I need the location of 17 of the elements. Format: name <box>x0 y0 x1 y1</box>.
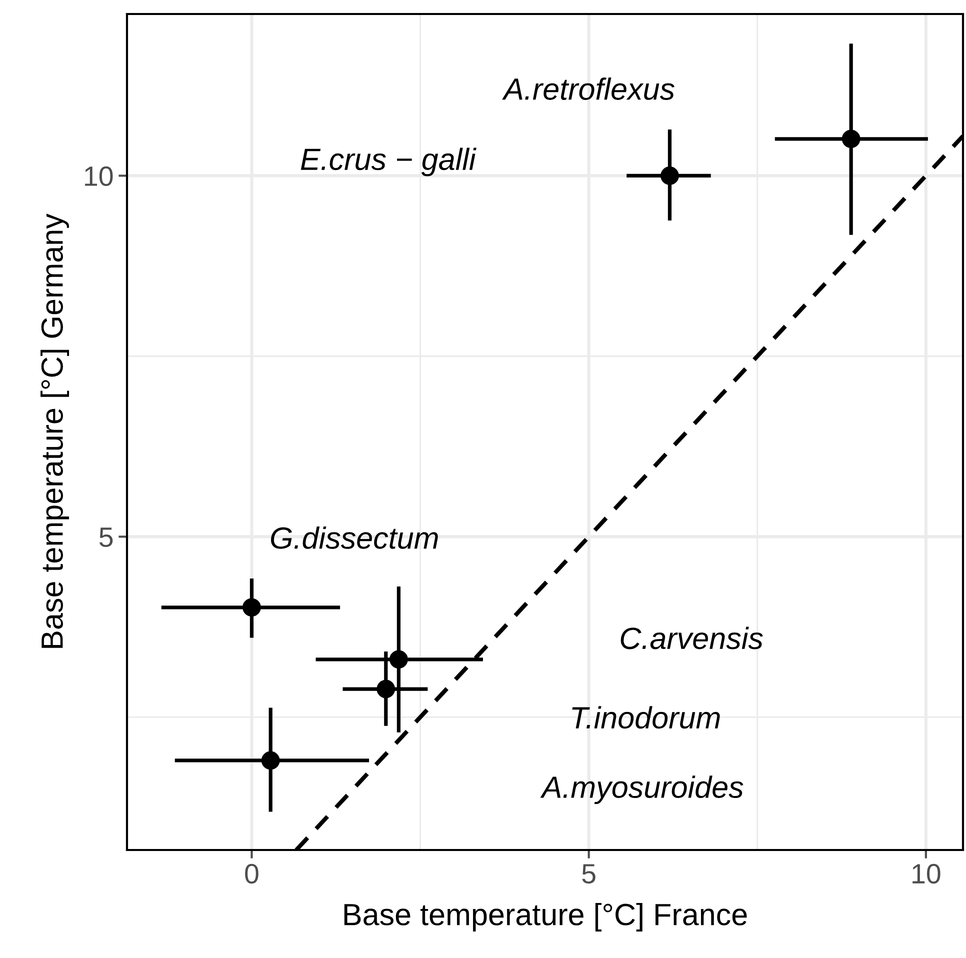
annotation: T.inodorum <box>572 706 720 729</box>
point <box>242 598 261 617</box>
point <box>261 751 280 770</box>
point <box>390 650 408 669</box>
x-tick-label: 5 <box>582 864 596 884</box>
annotation: A.retroflexus <box>502 78 674 100</box>
point <box>660 166 679 185</box>
x-tick-label: 10 <box>912 864 940 884</box>
x-axis-title: Base temperature [°C] France <box>344 902 747 932</box>
y-axis-title: Base temperature [°C] Germany <box>40 214 70 648</box>
point <box>376 680 396 698</box>
annotation: A.myosuroides <box>540 776 744 804</box>
annotation: G.dissectum <box>271 526 438 549</box>
x-tick-label: 0 <box>245 864 258 884</box>
annotation: C.arvensis <box>620 626 763 650</box>
point <box>842 130 860 148</box>
annotation: E.crus − galli <box>300 148 476 176</box>
